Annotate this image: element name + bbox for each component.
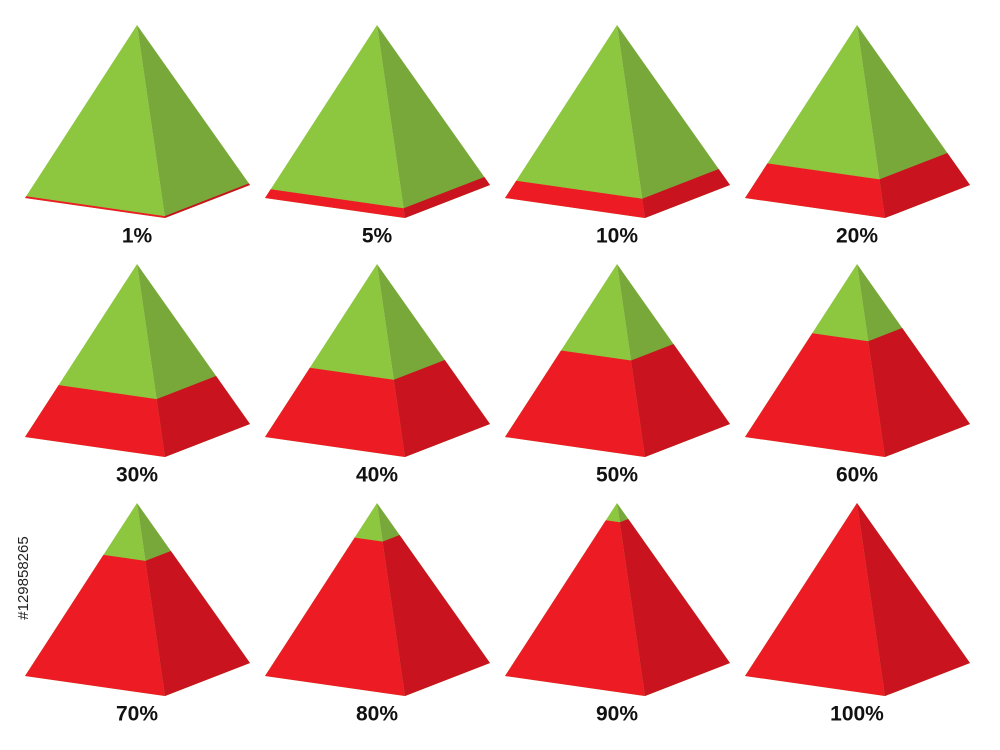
- pyramid-front-fill: [265, 367, 405, 457]
- pyramid-front-fill: [265, 189, 405, 218]
- pyramid-side-fill: [156, 376, 250, 457]
- pyramid-side-fill: [631, 344, 730, 457]
- value-label: 70%: [116, 703, 158, 726]
- pyramid-front-fill: [505, 520, 645, 696]
- pyramid-side-empty: [137, 25, 250, 218]
- pyramid-side-fill: [642, 169, 730, 218]
- pyramid-side-empty: [617, 25, 730, 218]
- pyramid-front-empty: [25, 25, 165, 218]
- pyramid-side-fill: [619, 519, 730, 696]
- pyramid-side-fill: [164, 183, 250, 218]
- pyramid-side-fill: [868, 328, 970, 457]
- pyramid-front-fill: [25, 196, 165, 218]
- pyramid-side-empty: [377, 25, 490, 218]
- value-label: 5%: [362, 225, 393, 248]
- pyramid-front-empty: [505, 25, 645, 218]
- pyramid-side-fill: [393, 360, 490, 457]
- pyramid-side-fill: [857, 503, 970, 696]
- value-label: 100%: [830, 703, 884, 726]
- value-label: 90%: [596, 703, 638, 726]
- pyramid-side-fill: [145, 551, 250, 696]
- pyramid-front-fill: [745, 163, 885, 218]
- pyramid-front-fill: [505, 180, 645, 218]
- pyramid-front-fill: [25, 554, 165, 696]
- pyramid-side-fill: [879, 153, 970, 218]
- side-text: #129858265: [15, 536, 32, 619]
- pyramid-front-fill: [505, 350, 645, 457]
- value-label: 20%: [836, 225, 878, 248]
- pyramid-front-fill: [745, 503, 885, 696]
- pyramid-front-fill: [745, 333, 885, 457]
- value-label: 30%: [116, 464, 158, 487]
- pyramid-side-fill: [382, 535, 490, 696]
- value-label: 80%: [356, 703, 398, 726]
- pyramid-front-empty: [265, 25, 405, 218]
- value-label: 1%: [122, 225, 153, 248]
- pyramid-front-fill: [265, 537, 405, 696]
- value-label: 60%: [836, 464, 878, 487]
- value-label: 10%: [596, 225, 638, 248]
- value-label: 40%: [356, 464, 398, 487]
- pyramid-side-fill: [403, 177, 490, 218]
- pyramid-front-fill: [25, 385, 165, 457]
- value-label: 50%: [596, 464, 638, 487]
